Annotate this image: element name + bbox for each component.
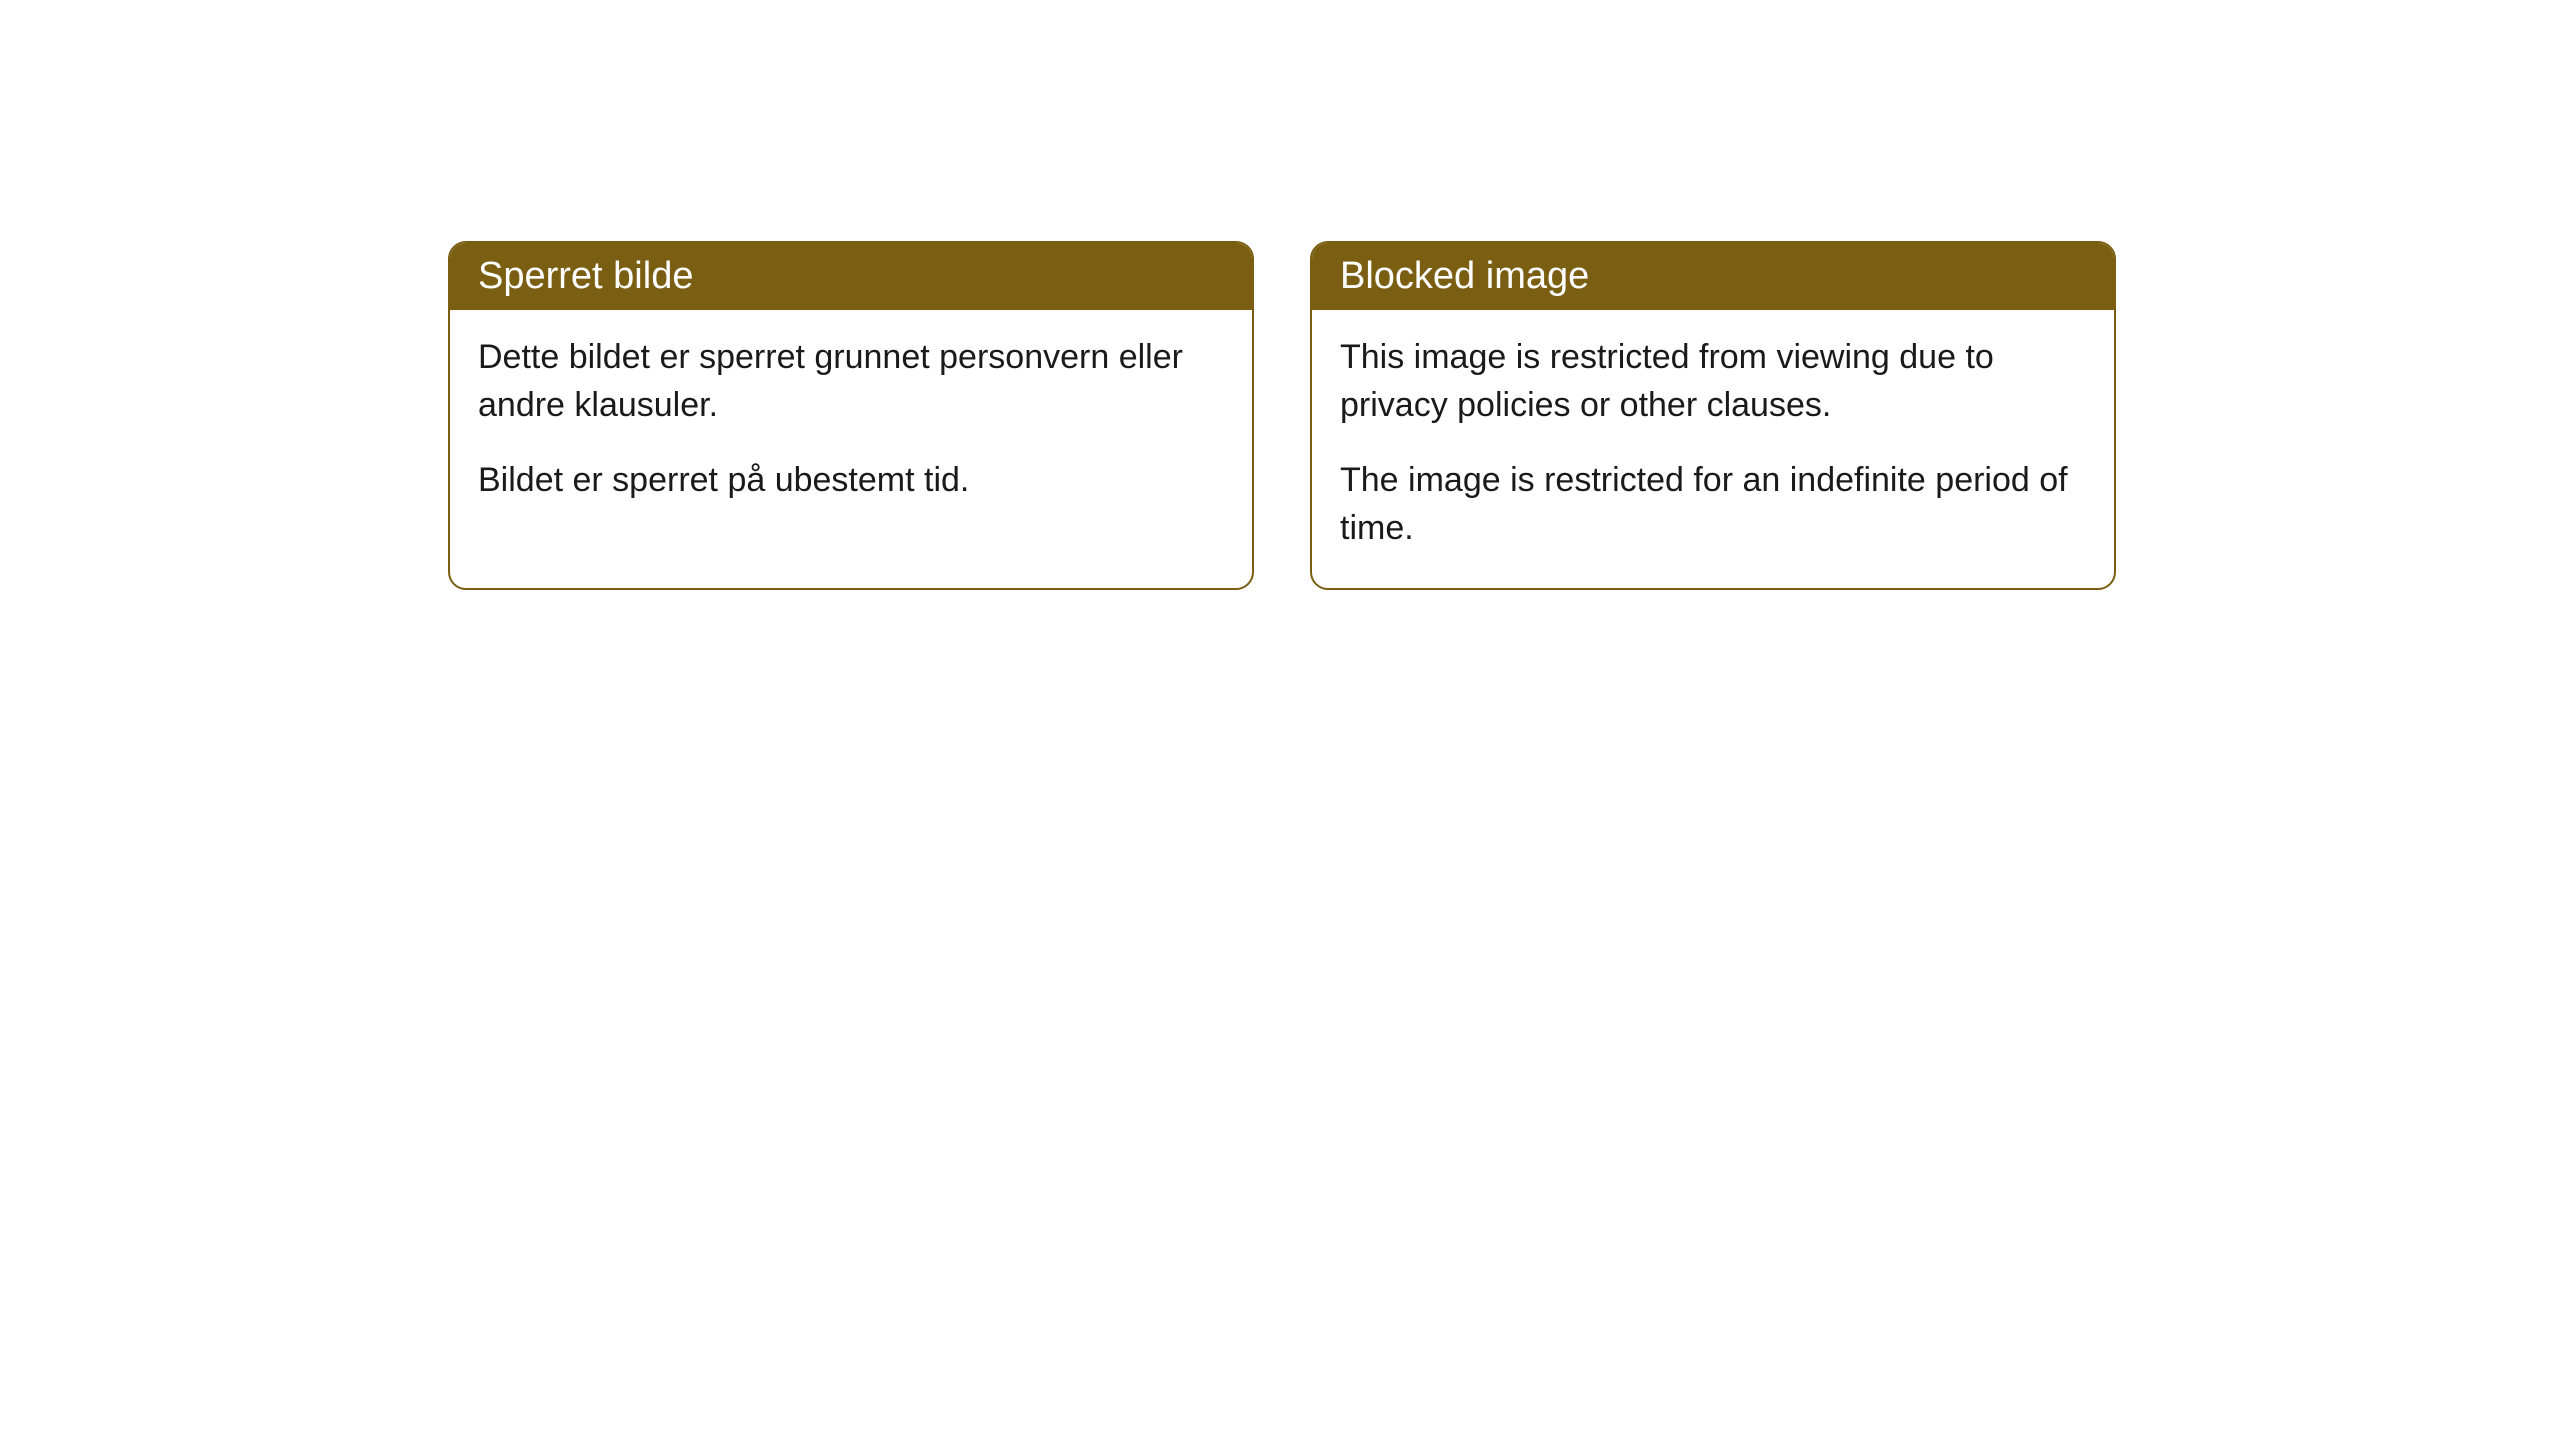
blocked-image-card-english: Blocked image This image is restricted f…: [1310, 241, 2116, 590]
card-paragraph-2-norwegian: Bildet er sperret på ubestemt tid.: [478, 457, 1224, 505]
card-title-norwegian: Sperret bilde: [478, 255, 693, 297]
notification-cards-container: Sperret bilde Dette bildet er sperret gr…: [448, 241, 2116, 590]
card-body-norwegian: Dette bildet er sperret grunnet personve…: [450, 310, 1252, 541]
card-title-english: Blocked image: [1340, 255, 1589, 297]
card-body-english: This image is restricted from viewing du…: [1312, 310, 2114, 588]
card-header-english: Blocked image: [1312, 243, 2114, 310]
card-header-norwegian: Sperret bilde: [450, 243, 1252, 310]
blocked-image-card-norwegian: Sperret bilde Dette bildet er sperret gr…: [448, 241, 1254, 590]
card-paragraph-2-english: The image is restricted for an indefinit…: [1340, 457, 2086, 552]
card-paragraph-1-english: This image is restricted from viewing du…: [1340, 334, 2086, 429]
card-paragraph-1-norwegian: Dette bildet er sperret grunnet personve…: [478, 334, 1224, 429]
